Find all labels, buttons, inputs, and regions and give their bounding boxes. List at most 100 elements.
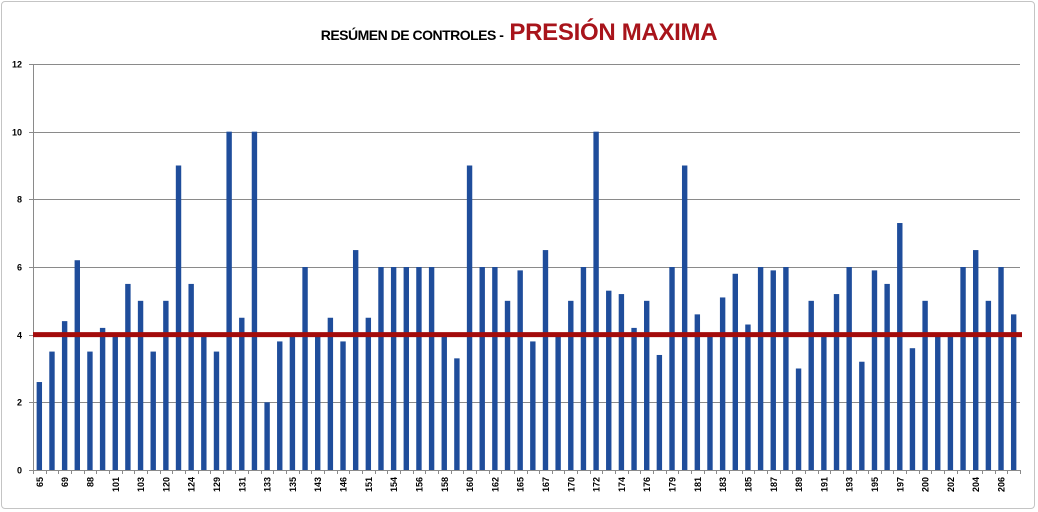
bar	[441, 334, 447, 470]
x-tick-label: 101	[111, 477, 121, 492]
bar	[719, 297, 726, 470]
bar	[403, 267, 409, 470]
x-tick-label: 193	[845, 477, 855, 492]
bar	[732, 273, 738, 470]
y-tick-label: 6	[17, 263, 22, 273]
bar	[922, 300, 928, 470]
y-tick-label: 4	[17, 331, 22, 341]
bar	[859, 361, 865, 470]
x-tick-label: 202	[946, 477, 956, 492]
x-tick-label: 162	[490, 477, 500, 492]
bar	[213, 351, 220, 470]
bar	[973, 250, 979, 470]
y-tick-label: 8	[17, 195, 22, 205]
x-tick-label: 129	[212, 477, 222, 492]
bar	[99, 327, 106, 470]
bar	[808, 300, 814, 470]
bar	[479, 267, 485, 470]
bar	[947, 334, 954, 470]
bar	[289, 334, 296, 470]
bar	[770, 270, 776, 470]
bar	[112, 334, 118, 470]
x-tick-label: 165	[516, 477, 526, 492]
y-tick-label: 2	[17, 398, 22, 408]
x-tick-label: 183	[718, 477, 728, 492]
bar	[618, 294, 625, 470]
bar	[795, 368, 802, 470]
x-tick-labels: 65 69 88 101 103 120 124 129 131 133 135 143 146 151 1…	[35, 477, 1007, 492]
bar	[631, 327, 637, 470]
x-tick-label: 189	[794, 477, 804, 492]
bar	[846, 267, 852, 470]
bar	[656, 354, 663, 470]
x-tick-label: 154	[389, 477, 399, 492]
bar	[606, 290, 612, 470]
chart-title: RESÚMEN DE CONTROLES - PRESIÓN MAXIMA	[0, 17, 1038, 52]
bar	[201, 334, 207, 470]
bar	[669, 267, 675, 470]
bar	[277, 341, 283, 470]
bar	[352, 250, 359, 470]
bar	[87, 351, 93, 470]
y-tick-label: 10	[12, 128, 22, 138]
bar	[302, 267, 308, 470]
bar	[897, 223, 903, 470]
bar	[555, 334, 561, 470]
bar	[454, 358, 460, 470]
bar-series	[36, 131, 1017, 471]
y-axis-ticks: 0 2 4 6 8 10 12	[12, 60, 33, 476]
bar	[428, 267, 435, 470]
bar	[644, 300, 650, 470]
x-tick-label: 124	[187, 477, 197, 492]
bar	[315, 334, 321, 470]
x-tick-label: 146	[339, 477, 349, 492]
x-tick-label: 65	[35, 477, 45, 487]
x-tick-label: 69	[60, 477, 70, 487]
x-tick-label: 135	[288, 477, 298, 492]
bar	[884, 283, 890, 470]
bar	[390, 267, 397, 470]
x-tick-label: 167	[541, 477, 551, 492]
x-tick-label: 151	[364, 477, 374, 492]
bar	[466, 165, 473, 470]
bar	[327, 317, 334, 470]
bar	[530, 341, 536, 470]
bar	[909, 348, 916, 470]
bar	[163, 300, 169, 470]
chart-title-main: PRESIÓN MAXIMA	[509, 19, 718, 46]
bar	[681, 165, 688, 470]
bar	[593, 131, 599, 471]
x-tick-label: 88	[85, 477, 95, 487]
x-tick-label: 195	[870, 477, 880, 492]
bar	[998, 267, 1004, 470]
bar	[821, 334, 827, 470]
bar	[251, 131, 258, 471]
x-tick-label: 204	[971, 477, 981, 492]
bar	[365, 317, 372, 470]
bar	[61, 321, 68, 470]
x-tick-label: 176	[642, 477, 652, 492]
bar	[175, 165, 182, 470]
x-tick-label: 131	[237, 477, 247, 492]
bar	[36, 382, 43, 470]
bar	[871, 270, 878, 470]
bar	[416, 267, 422, 470]
bar	[378, 267, 384, 470]
bar	[188, 283, 194, 470]
bar	[707, 334, 713, 470]
bar	[745, 324, 751, 470]
bar	[568, 300, 574, 470]
x-tick-label: 160	[465, 477, 475, 492]
x-tick-label: 156	[414, 477, 424, 492]
y-tick-label: 12	[12, 60, 22, 70]
bar	[492, 267, 498, 470]
x-tick-label: 197	[895, 477, 905, 492]
x-tick-label: 143	[313, 477, 323, 492]
x-axis-ticks	[33, 470, 1021, 474]
bar	[757, 267, 764, 470]
x-tick-label: 191	[819, 477, 829, 492]
bar	[74, 260, 80, 470]
bar	[264, 402, 270, 470]
bar	[150, 351, 156, 470]
x-tick-label: 172	[592, 477, 602, 492]
